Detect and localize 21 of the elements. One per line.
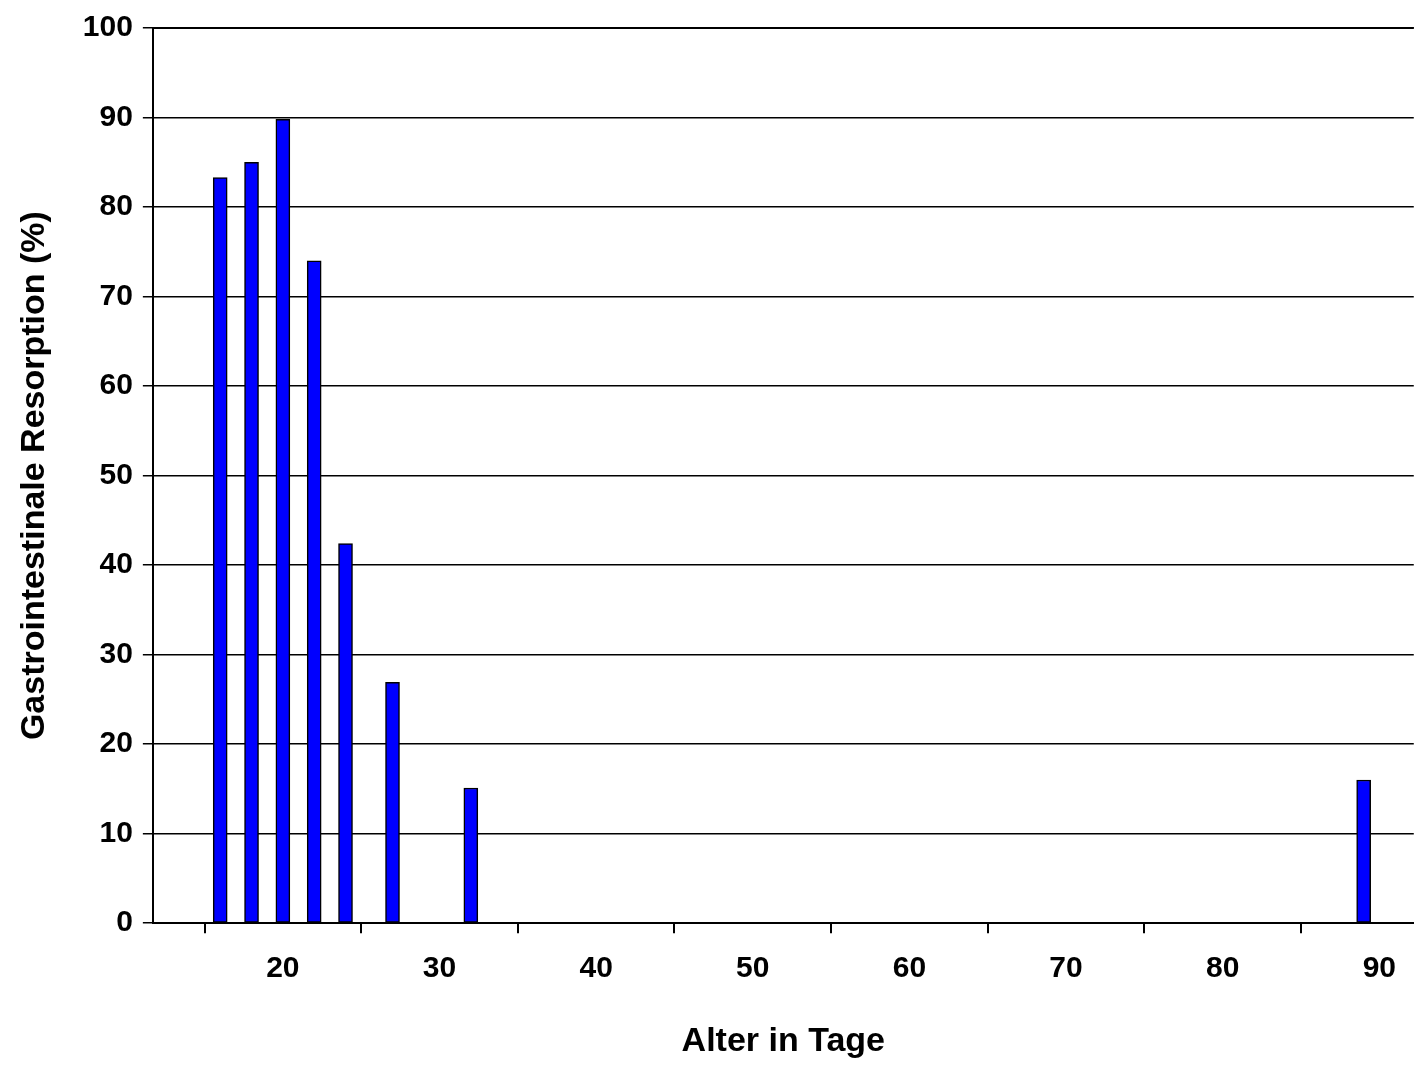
y-tick-label: 100 — [82, 9, 133, 43]
y-tick-label: 40 — [99, 546, 133, 580]
x-tick-label: 70 — [1049, 950, 1083, 984]
y-tick-label: 50 — [99, 456, 133, 490]
y-tick-label: 10 — [99, 814, 133, 848]
y-tick-label: 0 — [116, 904, 133, 938]
y-axis-title: Gastrointestinale Resorption (%) — [12, 211, 51, 741]
x-tick-label: 60 — [892, 950, 927, 984]
y-tick-label: 70 — [99, 277, 133, 311]
y-tick-label: 20 — [99, 725, 133, 759]
x-tick-label: 80 — [1205, 950, 1240, 984]
x-tick-label: 20 — [266, 950, 300, 984]
x-tick-label: 50 — [736, 950, 770, 984]
x-axis-title: Alter in Tage — [681, 1019, 886, 1058]
y-tick-label: 80 — [99, 188, 133, 222]
y-tick-label: 60 — [99, 367, 133, 401]
x-tick-label: 40 — [579, 950, 613, 984]
y-tick-label: 30 — [99, 635, 133, 669]
y-tick-label: 90 — [99, 98, 133, 132]
x-tick-label: 30 — [422, 950, 457, 984]
x-tick-label: 90 — [1362, 950, 1396, 984]
